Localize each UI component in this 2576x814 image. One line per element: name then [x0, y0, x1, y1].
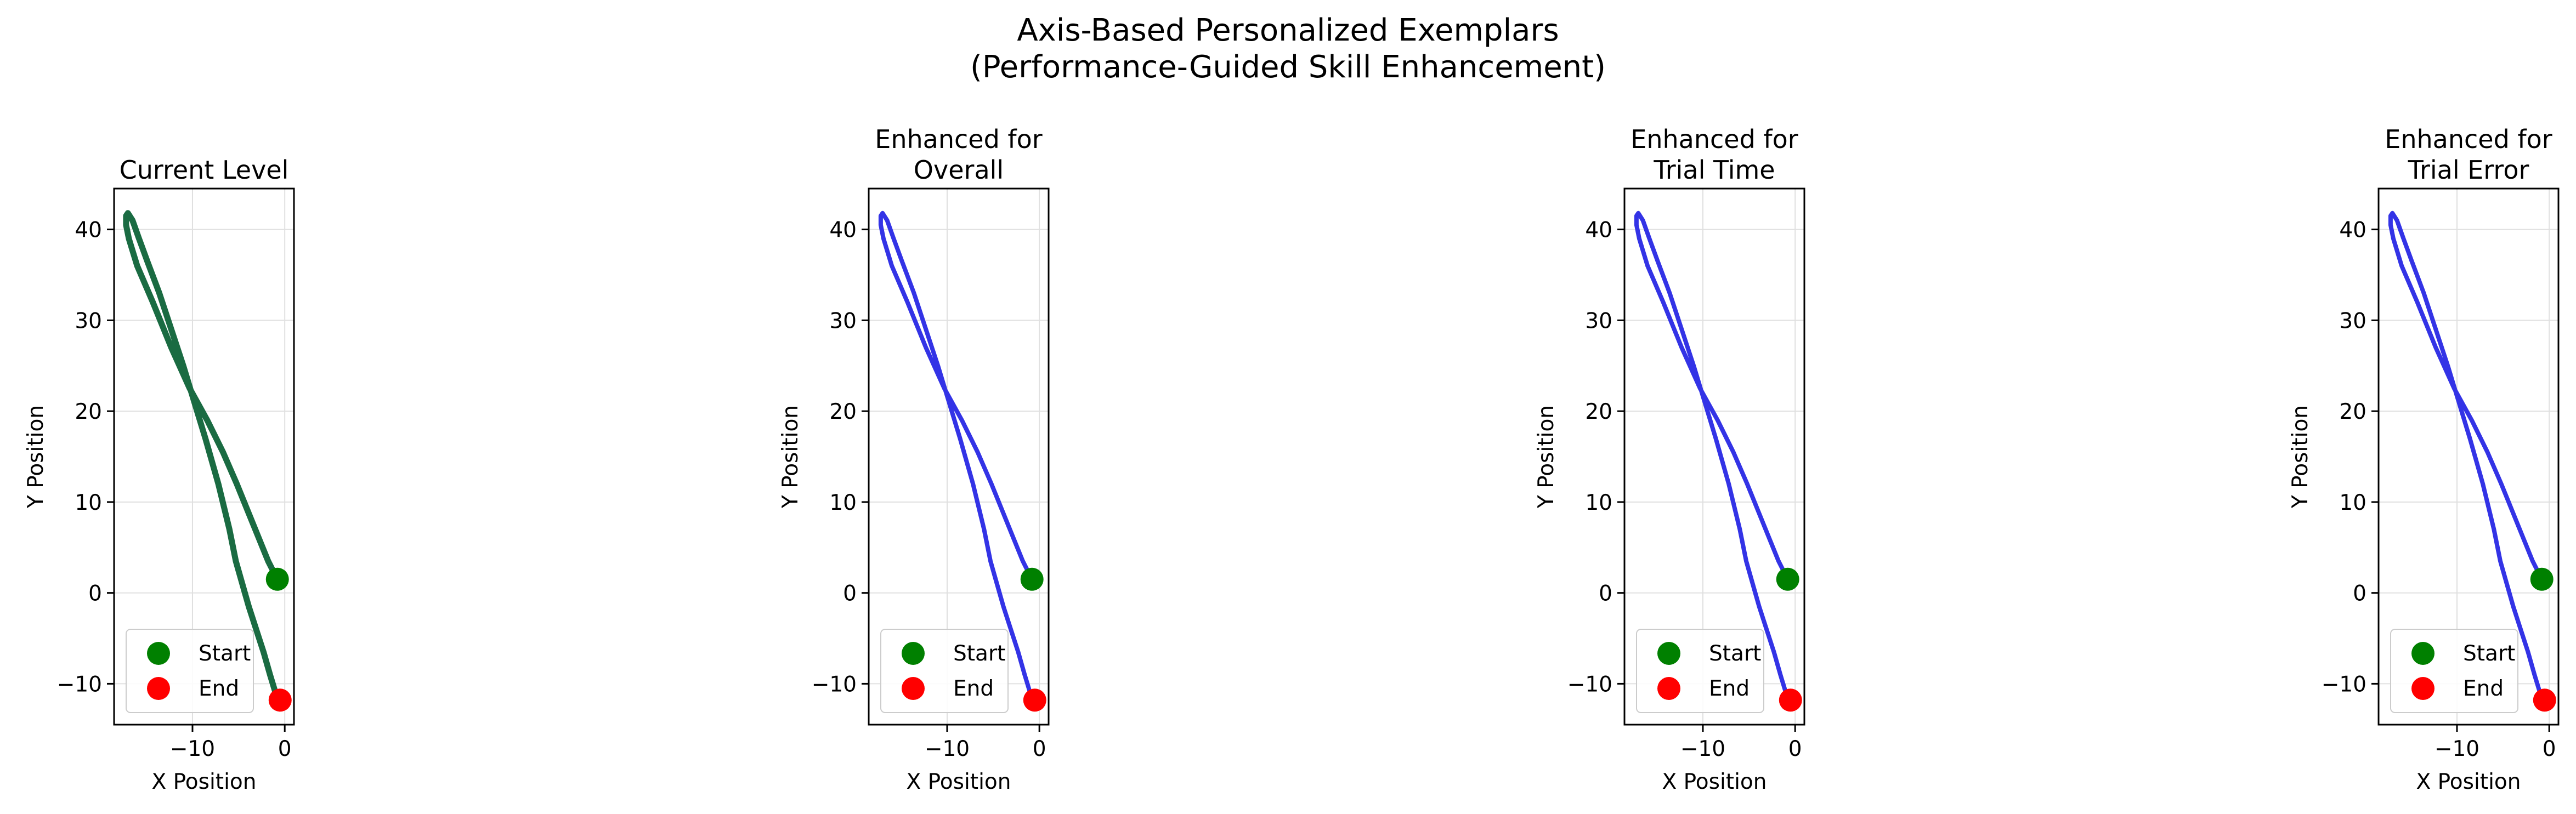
- end-marker: [2533, 688, 2556, 712]
- legend-start-label: Start: [953, 641, 1005, 666]
- legend-end-label: End: [2463, 676, 2504, 701]
- y-tick-label: −10: [57, 672, 102, 697]
- y-tick-label: 30: [2339, 309, 2366, 333]
- legend-end-marker: [1657, 677, 1680, 700]
- y-tick-label: 0: [843, 582, 857, 606]
- y-tick-label: 20: [75, 400, 102, 424]
- y-tick-label: 30: [1585, 309, 1612, 333]
- x-axis-label: X Position: [907, 770, 1011, 794]
- y-tick-label: 10: [829, 491, 857, 515]
- trajectory-line: [2388, 210, 2547, 703]
- y-tick-label: 10: [2339, 491, 2366, 515]
- y-tick-label: 40: [1585, 218, 1612, 243]
- legend-start-marker: [147, 642, 170, 665]
- trajectory-line: [123, 210, 284, 703]
- trajectory-line: [878, 210, 1037, 703]
- x-axis-label: X Position: [152, 770, 257, 794]
- legend-start-marker: [1657, 642, 1680, 665]
- y-tick-label: 0: [88, 582, 102, 606]
- y-tick-label: 10: [1585, 491, 1612, 515]
- panel-title: Overall: [914, 155, 1004, 185]
- start-marker: [1020, 567, 1044, 591]
- x-tick-label: 0: [1033, 737, 1046, 761]
- legend-start-label: Start: [2463, 641, 2515, 666]
- x-tick-label: −10: [2435, 737, 2479, 761]
- x-tick-label: 0: [2543, 737, 2556, 761]
- trajectory-line: [1634, 210, 1793, 703]
- panel-1: −10 0 −10 0 10 20 30 40 X Position Y Position Curr…: [24, 155, 295, 794]
- panel-4: −10 0 −10 0 10 20 30 40 X Position Y Position Enha…: [2288, 124, 2560, 794]
- start-marker: [1776, 567, 1799, 591]
- y-tick-label: 30: [829, 309, 857, 333]
- x-tick-label: 0: [278, 737, 292, 761]
- legend-end-marker: [147, 677, 170, 700]
- x-tick-label: −10: [170, 737, 215, 761]
- x-axis-label: X Position: [2416, 770, 2521, 794]
- y-tick-label: 20: [829, 400, 857, 424]
- panel-title: Trial Time: [1653, 155, 1775, 185]
- panel-title: Enhanced for: [875, 124, 1042, 154]
- legend-end-marker: [2411, 677, 2435, 700]
- y-tick-label: 20: [2339, 400, 2366, 424]
- x-axis-label: X Position: [1662, 770, 1767, 794]
- panel-title: Trial Error: [2408, 155, 2529, 185]
- y-tick-label: 20: [1585, 400, 1612, 424]
- end-marker: [268, 688, 292, 712]
- y-axis-label: Y Position: [1534, 405, 1559, 509]
- end-marker: [1779, 688, 1802, 712]
- legend-end-label: End: [1709, 676, 1750, 701]
- axes-frame: [2377, 187, 2560, 726]
- x-tick-label: −10: [1680, 737, 1725, 761]
- y-tick-label: 0: [2353, 582, 2366, 606]
- x-tick-label: 0: [1788, 737, 1802, 761]
- figure-subtitle: (Performance-Guided Skill Enhancement): [970, 49, 1606, 85]
- axes-frame: [868, 187, 1050, 726]
- start-marker: [2530, 567, 2554, 591]
- end-marker: [1023, 688, 1046, 712]
- y-axis-label: Y Position: [778, 405, 803, 509]
- panel-2: −10 0 −10 0 10 20 30 40 X Position Y Position Enha…: [778, 124, 1050, 794]
- y-tick-label: −10: [812, 672, 857, 697]
- panel-title: Enhanced for: [2385, 124, 2552, 154]
- legend-end-label: End: [953, 676, 994, 701]
- legend-end-label: End: [199, 676, 239, 701]
- panel-title: Enhanced for: [1630, 124, 1798, 154]
- y-tick-label: 10: [75, 491, 102, 515]
- legend-start-marker: [2411, 642, 2435, 665]
- axes-frame: [113, 187, 295, 726]
- y-tick-label: 40: [75, 218, 102, 243]
- y-axis-label: Y Position: [2288, 405, 2313, 509]
- y-tick-label: 40: [2339, 218, 2366, 243]
- start-marker: [265, 567, 289, 591]
- x-tick-label: −10: [925, 737, 970, 761]
- y-tick-label: 30: [75, 309, 102, 333]
- y-axis-label: Y Position: [24, 405, 48, 509]
- legend-start-label: Start: [199, 641, 251, 666]
- legend-end-marker: [902, 677, 925, 700]
- panel-3: −10 0 −10 0 10 20 30 40 X Position Y Position Enha…: [1534, 124, 1805, 794]
- legend-start-marker: [902, 642, 925, 665]
- figure-title: Axis-Based Personalized Exemplars: [1017, 13, 1559, 48]
- y-tick-label: 40: [829, 218, 857, 243]
- y-tick-label: 0: [1599, 582, 1612, 606]
- axes-frame: [1623, 187, 1805, 726]
- legend-start-label: Start: [1709, 641, 1761, 666]
- panel-title: Current Level: [120, 155, 289, 185]
- y-tick-label: −10: [1567, 672, 1612, 697]
- y-tick-label: −10: [2322, 672, 2366, 697]
